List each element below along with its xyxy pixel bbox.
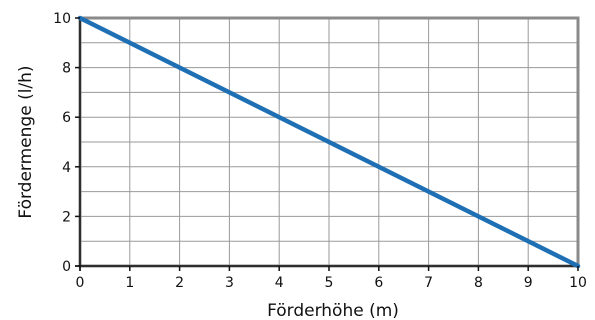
- x-tick-label: 6: [374, 275, 383, 291]
- x-tick-label: 1: [125, 275, 134, 291]
- x-tick-label: 3: [225, 275, 234, 291]
- x-tick-label: 10: [569, 275, 587, 291]
- x-tick-label: 7: [424, 275, 433, 291]
- x-tick-label: 9: [524, 275, 533, 291]
- x-tick-label: 4: [275, 275, 284, 291]
- y-tick-label: 4: [62, 160, 71, 176]
- axes-layer: [75, 18, 578, 271]
- y-tick-label: 8: [62, 61, 71, 77]
- y-tick-label: 6: [62, 110, 71, 126]
- x-tick-label: 0: [76, 275, 85, 291]
- x-tick-label: 5: [325, 275, 334, 291]
- x-tick-label: 2: [175, 275, 184, 291]
- y-axis-label: Fördermenge (l/h): [16, 65, 36, 218]
- y-tick-label: 0: [62, 259, 71, 275]
- y-tick-label: 2: [62, 209, 71, 225]
- x-tick-labels: 0 1 2 3 4 5 6 7 8 9 10: [76, 266, 587, 291]
- series-layer: [77, 15, 581, 269]
- x-tick-label: 8: [474, 275, 483, 291]
- x-axis-label: Förderhöhe (m): [267, 301, 399, 320]
- y-tick-labels: 0 2 4 6 8 10: [53, 11, 80, 275]
- y-tick-label: 10: [53, 11, 71, 27]
- series-line: [77, 15, 581, 269]
